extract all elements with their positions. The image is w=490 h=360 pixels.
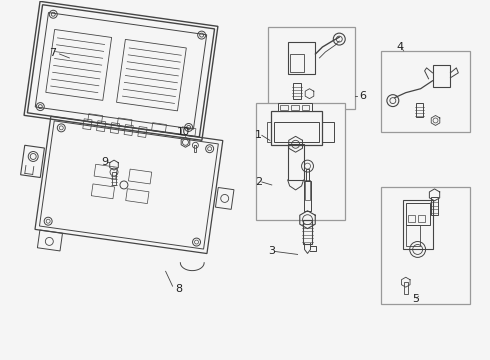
Bar [301, 105, 310, 109]
Bar [274, 122, 319, 142]
Bar [112, 172, 116, 185]
Bar [408, 215, 415, 222]
Bar [431, 197, 438, 215]
Bar [403, 200, 433, 249]
Bar [293, 83, 300, 99]
Text: 7: 7 [49, 48, 57, 58]
Bar [280, 105, 288, 109]
Bar [268, 27, 355, 109]
Text: 1: 1 [255, 130, 262, 140]
Bar [406, 225, 419, 247]
Bar [288, 42, 316, 74]
Bar [290, 54, 303, 72]
Bar [303, 181, 312, 211]
Bar [267, 122, 271, 142]
Bar [302, 220, 313, 243]
Text: 5: 5 [412, 294, 418, 304]
Bar [404, 282, 408, 294]
Text: 2: 2 [255, 177, 262, 187]
Bar [256, 103, 345, 220]
Bar [433, 65, 450, 87]
Text: 10: 10 [176, 127, 190, 138]
Bar [416, 103, 422, 117]
Bar [406, 203, 430, 225]
Bar [417, 215, 425, 222]
Text: 4: 4 [397, 42, 404, 52]
Bar [381, 51, 470, 132]
Text: 9: 9 [101, 157, 108, 167]
Bar [305, 180, 311, 200]
Bar [322, 122, 334, 142]
Bar [195, 145, 196, 152]
Bar [291, 105, 298, 109]
Bar [288, 144, 303, 180]
Bar [271, 111, 322, 145]
Text: 8: 8 [175, 284, 183, 294]
Bar [278, 103, 313, 111]
Bar [381, 187, 470, 304]
Bar [306, 169, 310, 181]
Text: 6: 6 [359, 91, 366, 101]
Text: 3: 3 [268, 247, 275, 256]
